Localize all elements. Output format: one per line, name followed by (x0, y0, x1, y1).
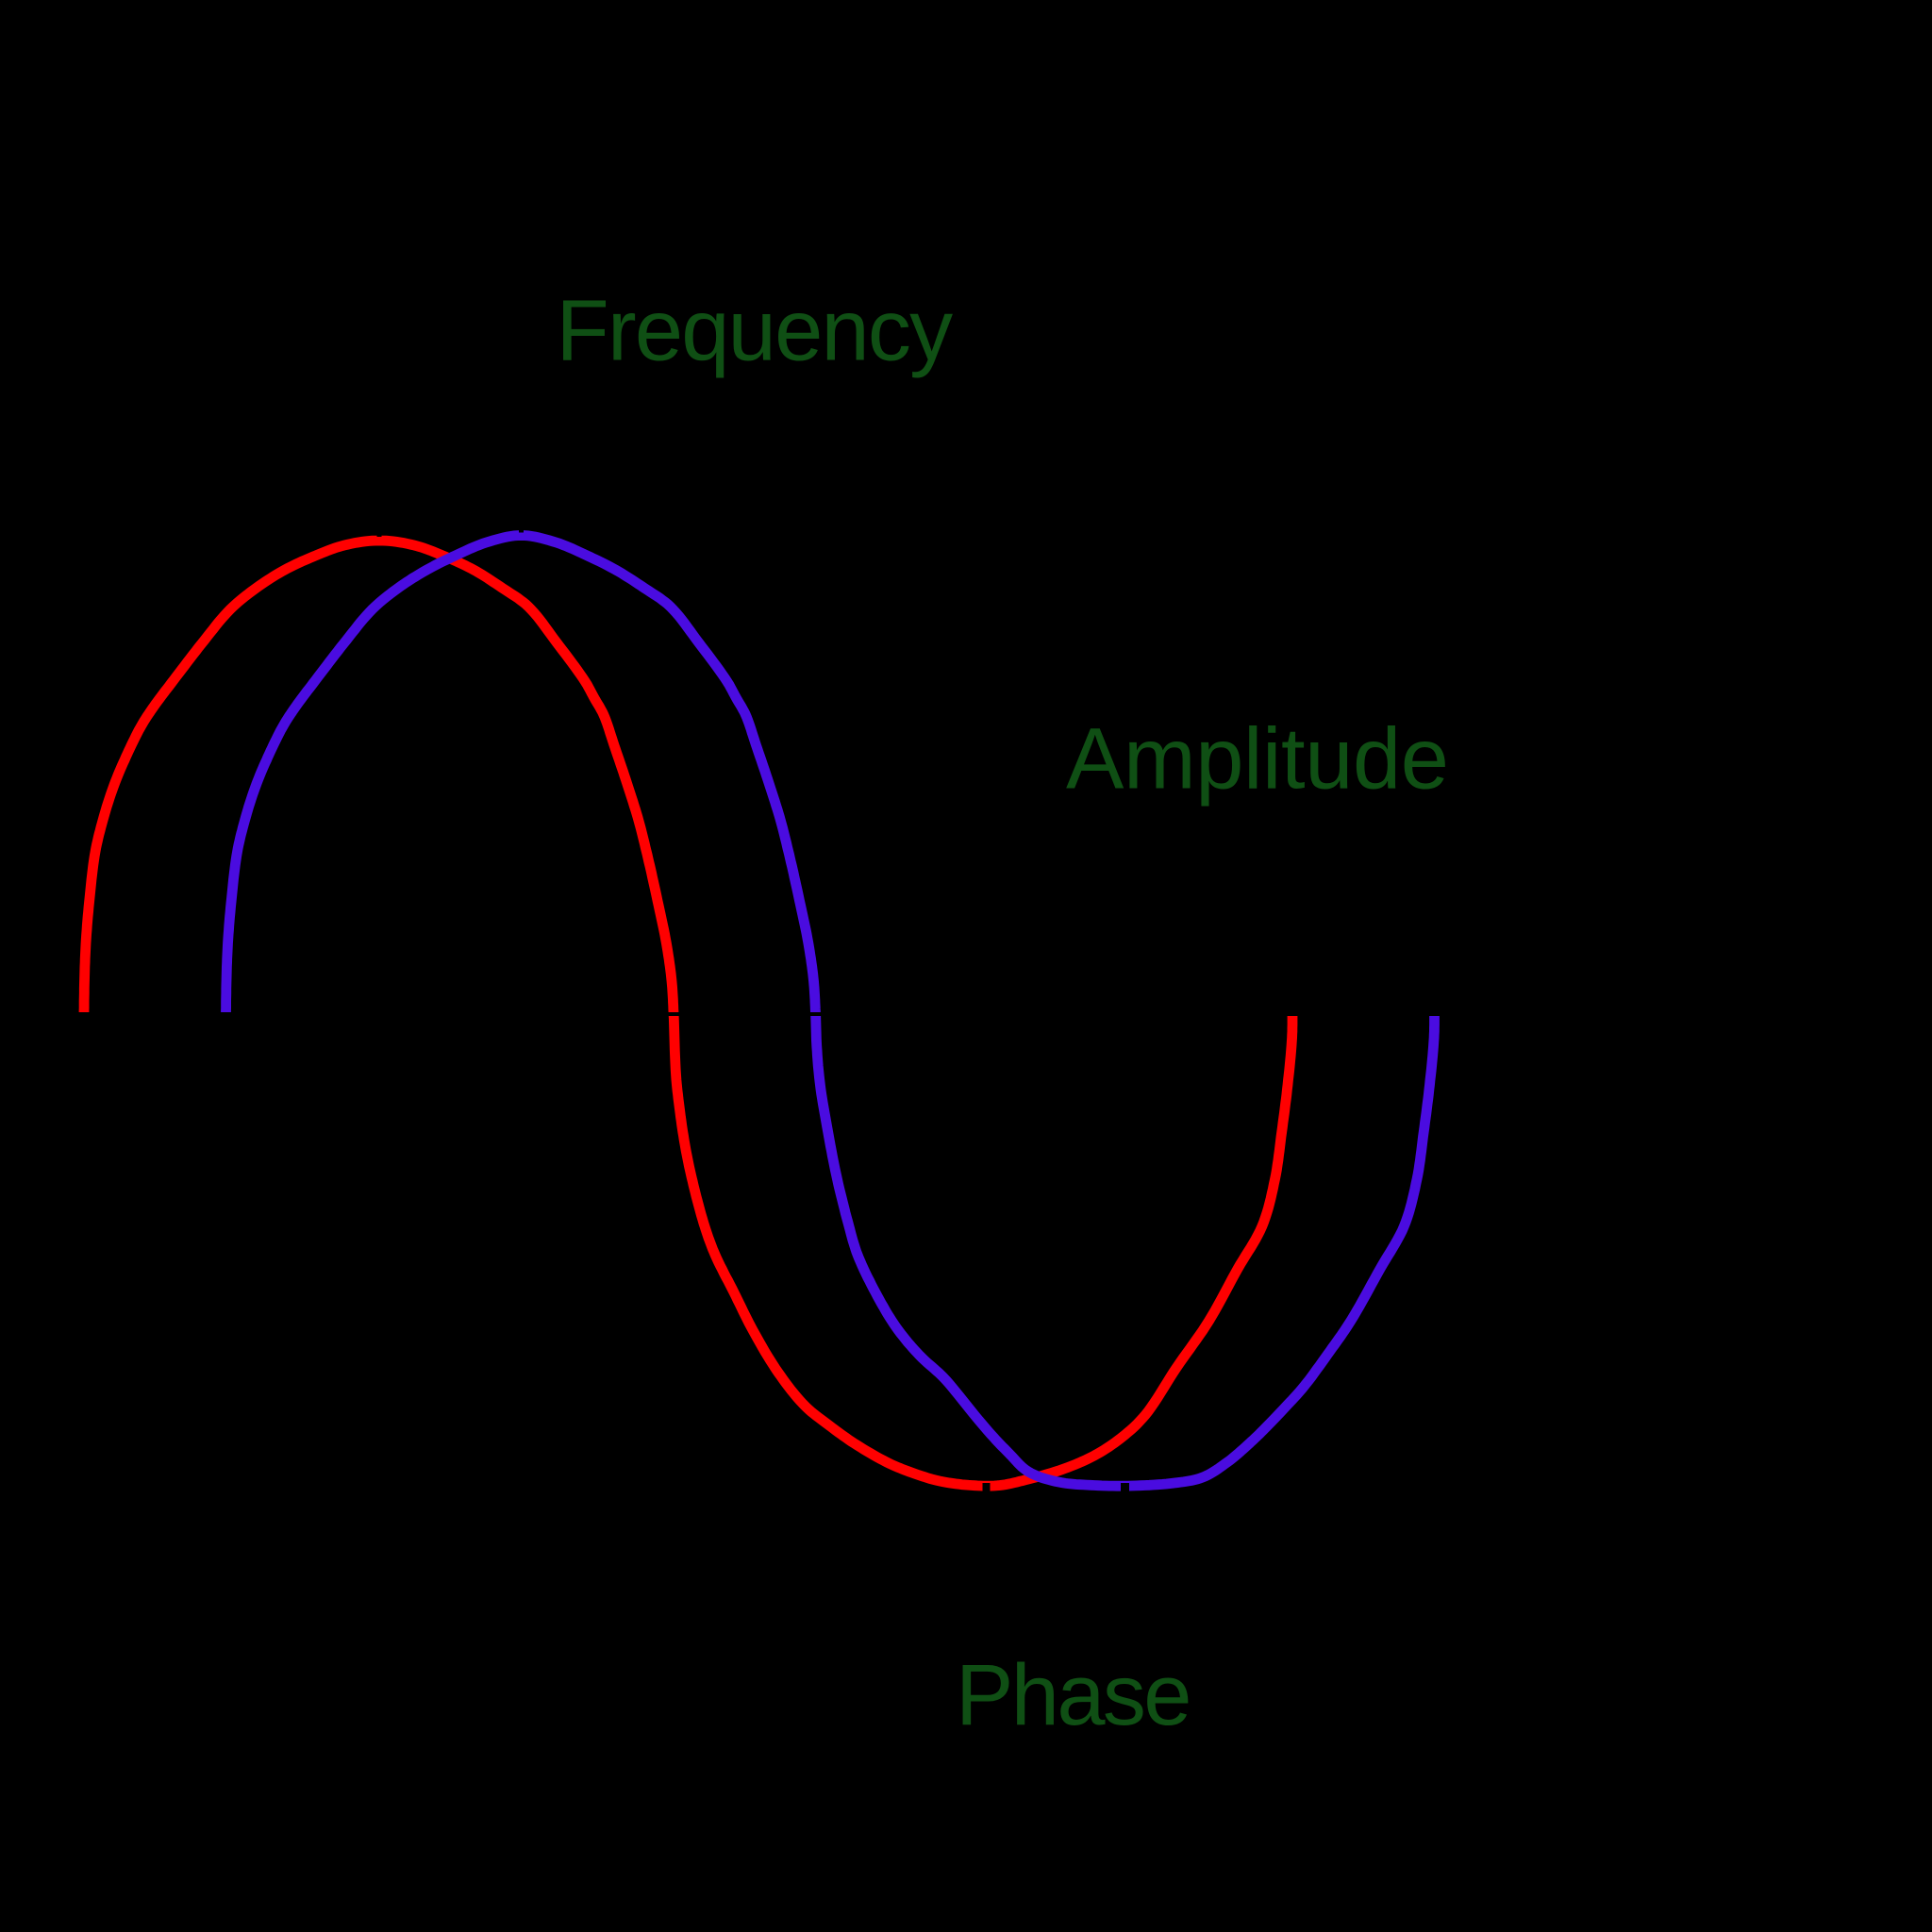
svg-text:Phase: Phase (956, 1647, 1190, 1743)
svg-text:Frequency: Frequency (557, 283, 954, 379)
svg-text:Amplitude: Amplitude (1066, 711, 1449, 808)
